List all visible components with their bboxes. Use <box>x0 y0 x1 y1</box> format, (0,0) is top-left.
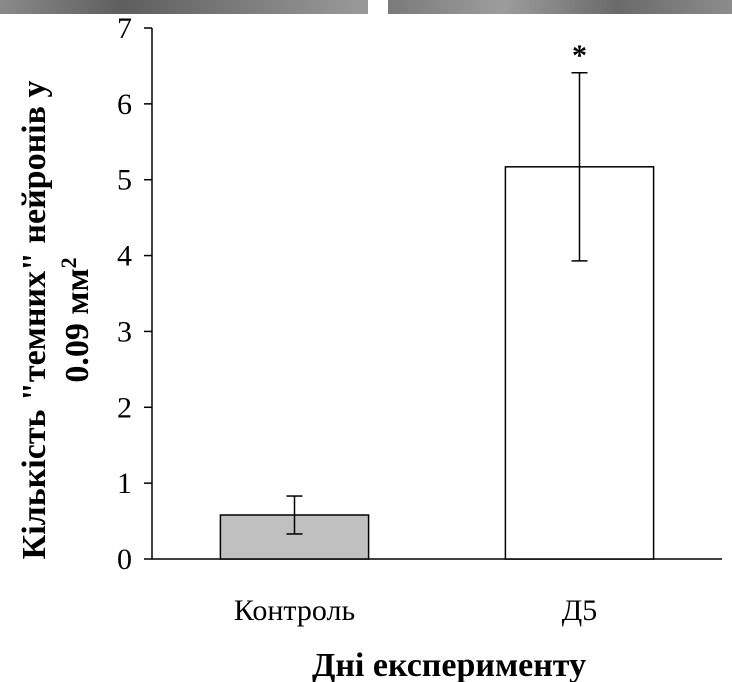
y-tick-label-0: 0 <box>117 543 132 576</box>
x-axis-title: Дні експерименту <box>312 647 586 682</box>
y-axis-title-unit: 0.09 мм <box>59 268 96 382</box>
y-axis-title-line2: 0.09 мм2 <box>56 257 96 382</box>
y-tick-label-4: 4 <box>117 240 132 273</box>
y-tick-label-2: 2 <box>117 391 132 424</box>
significance-marker-1: * <box>572 39 587 72</box>
x-category-label-1: Д5 <box>562 594 597 627</box>
y-tick-label-3: 3 <box>117 315 132 348</box>
photo-strip-right <box>388 0 732 14</box>
y-axis-title-superscript: 2 <box>56 257 81 268</box>
x-category-label-0: Контроль <box>234 594 355 627</box>
y-axis-title-line1: Кількість "темних" нейронів у <box>16 81 53 560</box>
photo-strip-left <box>0 0 368 14</box>
y-axis-title: Кількість "темних" нейронів у 0.09 мм2 <box>16 81 96 560</box>
y-tick-label-5: 5 <box>117 164 132 197</box>
y-tick-label-7: 7 <box>117 12 132 45</box>
y-tick-label-6: 6 <box>117 88 132 121</box>
y-tick-label-1: 1 <box>117 467 132 500</box>
plot-area: 0 1 2 3 4 5 6 7 Контроль * Д5 <box>117 12 722 627</box>
